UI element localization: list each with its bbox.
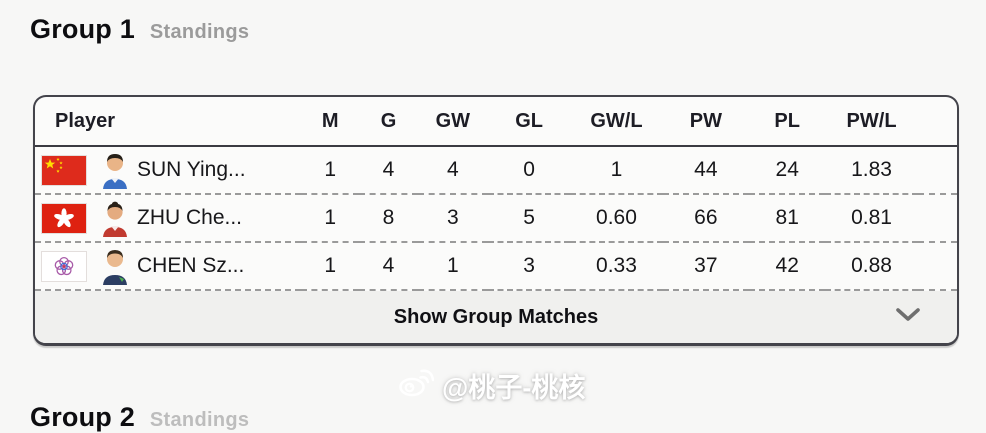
cell-gl: 0 bbox=[523, 158, 535, 181]
cell-pl: 42 bbox=[775, 254, 799, 277]
col-pw: PW bbox=[662, 97, 750, 147]
player-row-zhu[interactable]: ZHU Che... 1 8 3 5 0.60 66 81 0.81 bbox=[35, 194, 957, 242]
cell-m: 1 bbox=[324, 254, 337, 277]
cell-pwl: 1.83 bbox=[851, 158, 892, 181]
cell-gwl: 0.60 bbox=[596, 206, 637, 229]
cell-g: 4 bbox=[382, 158, 395, 181]
cell-g: 8 bbox=[382, 206, 395, 229]
weibo-icon bbox=[398, 367, 435, 404]
cell-pwl: 0.81 bbox=[851, 206, 892, 229]
cell-gw: 4 bbox=[446, 158, 459, 181]
player-avatar-zhu bbox=[101, 199, 129, 237]
cell-pl: 24 bbox=[775, 158, 799, 181]
col-g: G bbox=[359, 97, 418, 147]
group1-title: Group 1 bbox=[30, 14, 135, 44]
col-gl: GL bbox=[487, 97, 571, 147]
col-gw: GW bbox=[417, 97, 488, 147]
cell-gl: 5 bbox=[523, 206, 535, 229]
col-player: Player bbox=[35, 97, 302, 147]
watermark: @桃子-桃核 bbox=[398, 366, 585, 405]
china-flag-icon bbox=[41, 154, 87, 186]
cell-m: 1 bbox=[324, 206, 337, 229]
col-m: M bbox=[301, 97, 360, 147]
cell-gl: 3 bbox=[523, 254, 535, 277]
player-avatar-sun bbox=[101, 151, 129, 189]
group1-subtitle: Standings bbox=[149, 21, 250, 43]
col-spacer bbox=[917, 97, 957, 147]
cell-gw: 3 bbox=[446, 206, 459, 229]
group2-heading: Group 2 Standings bbox=[30, 402, 249, 433]
cell-gwl: 0.33 bbox=[596, 254, 637, 277]
show-group-matches-button[interactable]: Show Group Matches bbox=[35, 291, 957, 343]
cell-pwl: 0.88 bbox=[851, 254, 892, 277]
group2-subtitle: Standings bbox=[149, 409, 250, 431]
group2-title: Group 2 bbox=[30, 402, 135, 432]
cell-m: 1 bbox=[324, 158, 337, 181]
standings-card: Player M G GW GL GW/L PW PL PW/L bbox=[33, 95, 959, 346]
cell-pl: 81 bbox=[775, 206, 799, 229]
cell-gwl: 1 bbox=[610, 158, 623, 181]
hong-kong-flag-icon bbox=[41, 202, 87, 234]
show-group-matches-label: Show Group Matches bbox=[393, 305, 599, 328]
player-name: ZHU Che... bbox=[137, 206, 243, 229]
col-gwl: GW/L bbox=[570, 97, 663, 147]
group1-heading: Group 1 Standings bbox=[30, 14, 249, 45]
player-avatar-chen bbox=[101, 247, 129, 285]
watermark-text: @桃子-桃核 bbox=[442, 373, 586, 403]
col-pwl: PW/L bbox=[825, 97, 918, 147]
cell-gw: 1 bbox=[446, 254, 459, 277]
player-row-sun[interactable]: SUN Ying... 1 4 4 0 1 44 24 1.83 bbox=[35, 146, 957, 194]
cell-pw: 66 bbox=[694, 206, 718, 229]
chevron-down-icon bbox=[895, 307, 921, 327]
cell-pw: 37 bbox=[694, 254, 718, 277]
player-row-chen[interactable]: CHEN Sz... 1 4 1 3 0.33 37 42 0.88 bbox=[35, 242, 957, 290]
player-name: CHEN Sz... bbox=[137, 254, 245, 277]
col-pl: PL bbox=[749, 97, 826, 147]
chinese-taipei-flag-icon bbox=[41, 250, 87, 282]
cell-pw: 44 bbox=[694, 158, 718, 181]
player-name: SUN Ying... bbox=[137, 158, 246, 181]
cell-g: 4 bbox=[382, 254, 395, 277]
header-row: Player M G GW GL GW/L PW PL PW/L bbox=[35, 97, 957, 147]
standings-table: Player M G GW GL GW/L PW PL PW/L bbox=[35, 97, 957, 291]
